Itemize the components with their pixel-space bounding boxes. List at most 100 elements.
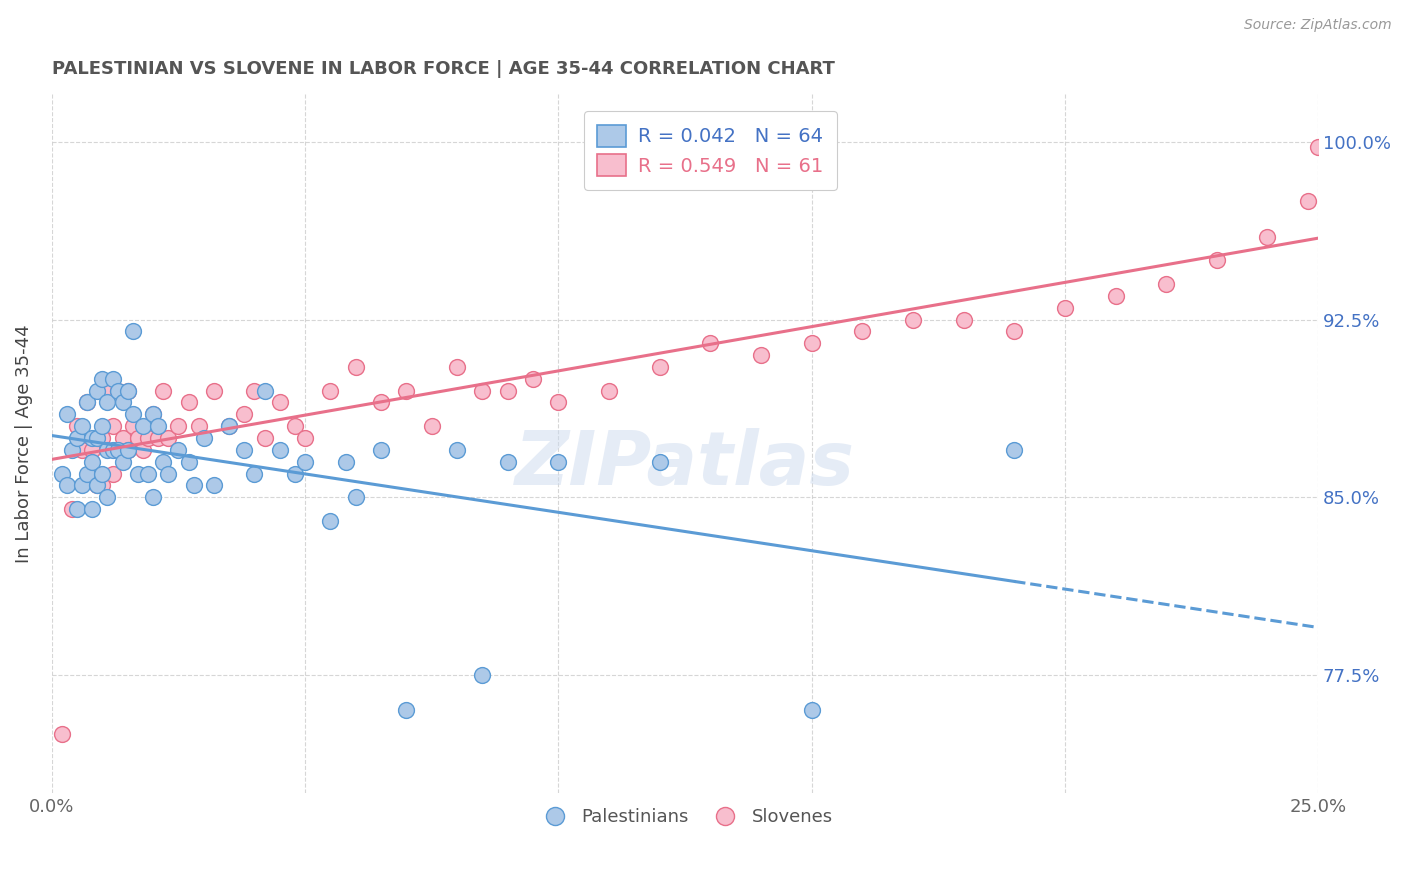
Point [420,419,443,434]
Point [193,431,215,445]
Point [117,442,139,457]
Point [1154,277,1177,291]
Point [86,478,108,492]
Point [76,467,98,481]
Point [91,431,114,445]
Point [395,703,418,717]
Point [1002,442,1025,457]
Point [202,384,225,398]
Point [319,514,342,528]
Legend: Palestinians, Slovenes: Palestinians, Slovenes [529,801,841,833]
Point [121,419,143,434]
Point [284,419,307,434]
Point [142,407,165,421]
Point [901,312,924,326]
Point [253,384,276,398]
Point [66,502,89,516]
Point [127,431,149,445]
Point [395,384,418,398]
Point [294,455,316,469]
Point [51,467,73,481]
Point [243,384,266,398]
Point [294,431,316,445]
Point [157,467,180,481]
Point [117,442,139,457]
Point [82,502,104,516]
Point [233,442,256,457]
Text: PALESTINIAN VS SLOVENE IN LABOR FORCE | AGE 35-44 CORRELATION CHART: PALESTINIAN VS SLOVENE IN LABOR FORCE | … [52,60,835,78]
Point [344,490,367,504]
Point [344,359,367,374]
Point [142,490,165,504]
Point [177,455,200,469]
Point [121,407,143,421]
Point [851,324,873,338]
Point [70,419,93,434]
Point [96,490,118,504]
Point [446,442,468,457]
Point [1205,253,1227,268]
Point [101,372,124,386]
Point [60,442,83,457]
Point [82,431,104,445]
Point [1002,324,1025,338]
Point [136,431,159,445]
Point [56,407,79,421]
Point [107,384,129,398]
Point [96,442,118,457]
Point [187,419,209,434]
Point [66,419,89,434]
Text: ZIPatlas: ZIPatlas [515,428,855,501]
Point [117,384,139,398]
Point [335,455,357,469]
Point [284,467,307,481]
Point [142,407,165,421]
Point [800,336,823,351]
Point [127,467,149,481]
Point [218,419,240,434]
Point [1104,289,1126,303]
Point [1256,229,1278,244]
Point [91,478,114,492]
Point [51,727,73,741]
Point [1296,194,1319,208]
Point [132,419,155,434]
Point [496,384,519,398]
Point [70,478,93,492]
Point [121,324,143,338]
Y-axis label: In Labor Force | Age 35-44: In Labor Force | Age 35-44 [15,325,32,563]
Point [152,455,174,469]
Point [91,467,114,481]
Point [101,442,124,457]
Point [1308,139,1330,153]
Point [111,455,134,469]
Point [319,384,342,398]
Point [146,431,169,445]
Point [496,455,519,469]
Point [82,455,104,469]
Point [598,384,620,398]
Point [157,431,180,445]
Point [269,442,291,457]
Point [243,467,266,481]
Point [86,384,108,398]
Point [177,395,200,409]
Point [446,359,468,374]
Point [183,478,205,492]
Point [76,395,98,409]
Point [547,455,569,469]
Point [107,442,129,457]
Point [202,478,225,492]
Point [152,384,174,398]
Point [70,442,93,457]
Point [136,467,159,481]
Point [111,395,134,409]
Point [269,395,291,409]
Point [699,336,721,351]
Point [101,419,124,434]
Point [167,442,190,457]
Point [146,419,169,434]
Point [117,384,139,398]
Text: Source: ZipAtlas.com: Source: ZipAtlas.com [1244,18,1392,32]
Point [86,431,108,445]
